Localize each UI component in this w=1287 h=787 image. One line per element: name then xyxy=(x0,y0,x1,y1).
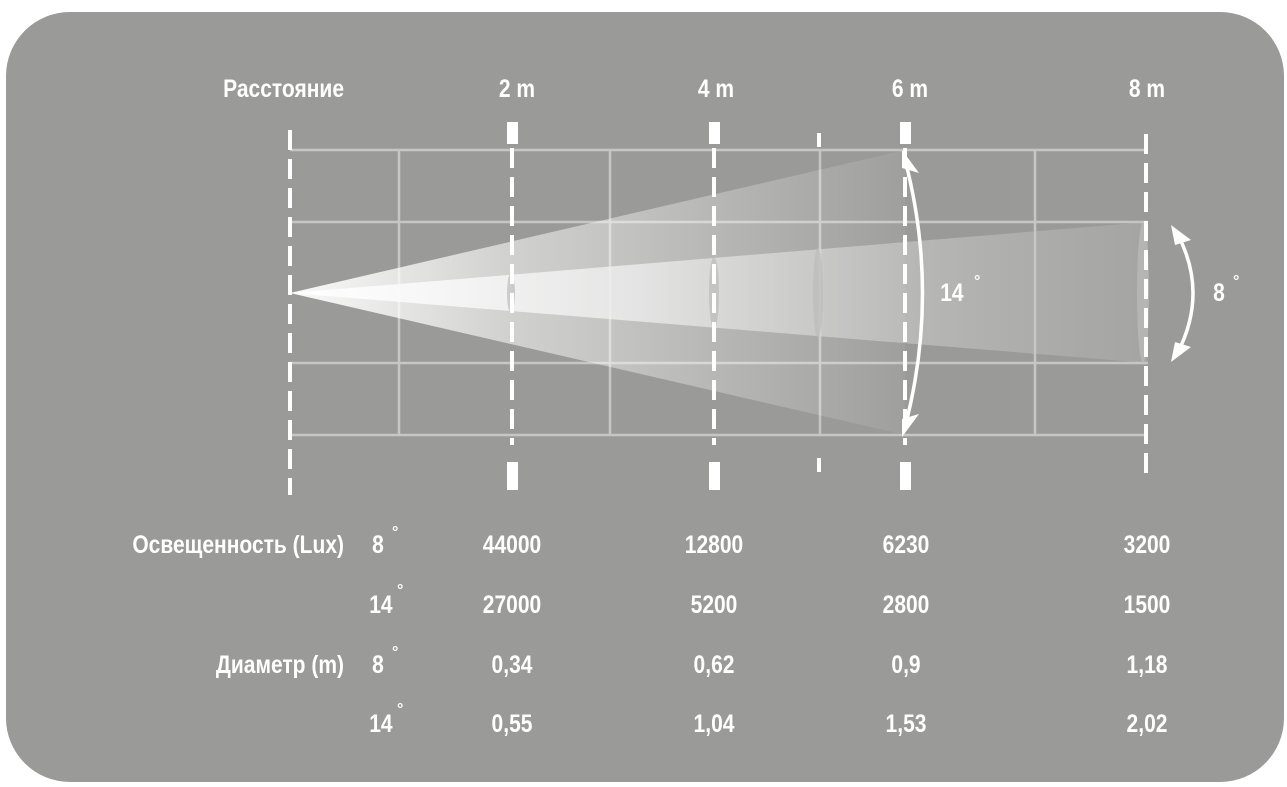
angle-14-arrowhead-top xyxy=(902,150,919,173)
angle-14-label: 14 xyxy=(940,278,963,308)
table-cell: 0,55 xyxy=(491,710,533,738)
angle-14-arrowhead-bottom xyxy=(902,414,919,437)
tick-bottom-4m xyxy=(709,462,720,490)
table-cell: 6230 xyxy=(882,531,930,559)
table-cell: 1,04 xyxy=(693,710,735,738)
table-cell: 0,34 xyxy=(491,651,533,679)
distance-2m-label: 2 m xyxy=(498,75,536,103)
table-cell: 0,62 xyxy=(693,651,735,679)
angle-8-arrowhead-top xyxy=(1171,225,1191,245)
angle-8-value: 8 xyxy=(1213,279,1225,307)
angle-8-arrowhead-bottom xyxy=(1171,342,1191,362)
degree-symbol: ° xyxy=(397,701,404,718)
angle-14-value: 14 xyxy=(940,279,964,307)
degree-symbol: ° xyxy=(392,524,399,541)
tick-top-5m xyxy=(817,133,821,147)
tick-bottom-2m xyxy=(507,462,518,490)
angle-8-arrow xyxy=(1176,234,1195,353)
beam-narrow xyxy=(290,222,1148,363)
beam-section xyxy=(813,248,823,338)
angle-8-label: 8 xyxy=(1213,278,1225,308)
table-cell: 1,18 xyxy=(1126,651,1168,679)
degree-symbol: ° xyxy=(392,644,399,661)
distance-8m-label: 8 m xyxy=(1128,75,1166,103)
distance-4m-label: 4 m xyxy=(697,75,735,103)
table-cell: 44000 xyxy=(482,531,542,559)
tick-marks xyxy=(507,122,911,490)
table-cell: 12800 xyxy=(684,531,744,559)
illuminance-label: Освещенность (Lux) xyxy=(132,531,344,559)
table-cell: 27000 xyxy=(482,591,542,619)
row-angle: 14 xyxy=(369,710,393,738)
angle-8-arc xyxy=(1176,234,1195,353)
tick-top-2m xyxy=(507,122,518,144)
diameter-label: Диаметр (m) xyxy=(215,651,344,679)
table-cell: 1,53 xyxy=(885,710,927,738)
table-cell: 3200 xyxy=(1123,531,1171,559)
angle-14-arrow xyxy=(903,159,925,428)
angle-14-arc xyxy=(903,159,925,428)
row-angle: 8 xyxy=(372,531,384,559)
degree-symbol: ° xyxy=(1233,273,1240,290)
tick-top-6m xyxy=(900,122,911,144)
distance-6m-label: 6 m xyxy=(891,75,929,103)
tick-bottom-5m xyxy=(817,458,821,472)
degree-symbol: ° xyxy=(397,582,404,599)
row-angle: 14 xyxy=(369,591,393,619)
row-angle: 8 xyxy=(372,651,384,679)
background-panel xyxy=(6,12,1284,782)
table-cell: 2800 xyxy=(882,591,930,619)
table-cell: 0,9 xyxy=(891,651,921,679)
distance-label: Расстояние xyxy=(223,75,344,103)
distance-lines xyxy=(288,130,1148,495)
table-cell: 1500 xyxy=(1123,591,1171,619)
degree-symbol: ° xyxy=(974,273,981,290)
table-cell: 5200 xyxy=(690,591,738,619)
tick-top-4m xyxy=(709,122,720,144)
table-cell: 2,02 xyxy=(1126,710,1168,738)
tick-bottom-6m xyxy=(900,462,911,490)
